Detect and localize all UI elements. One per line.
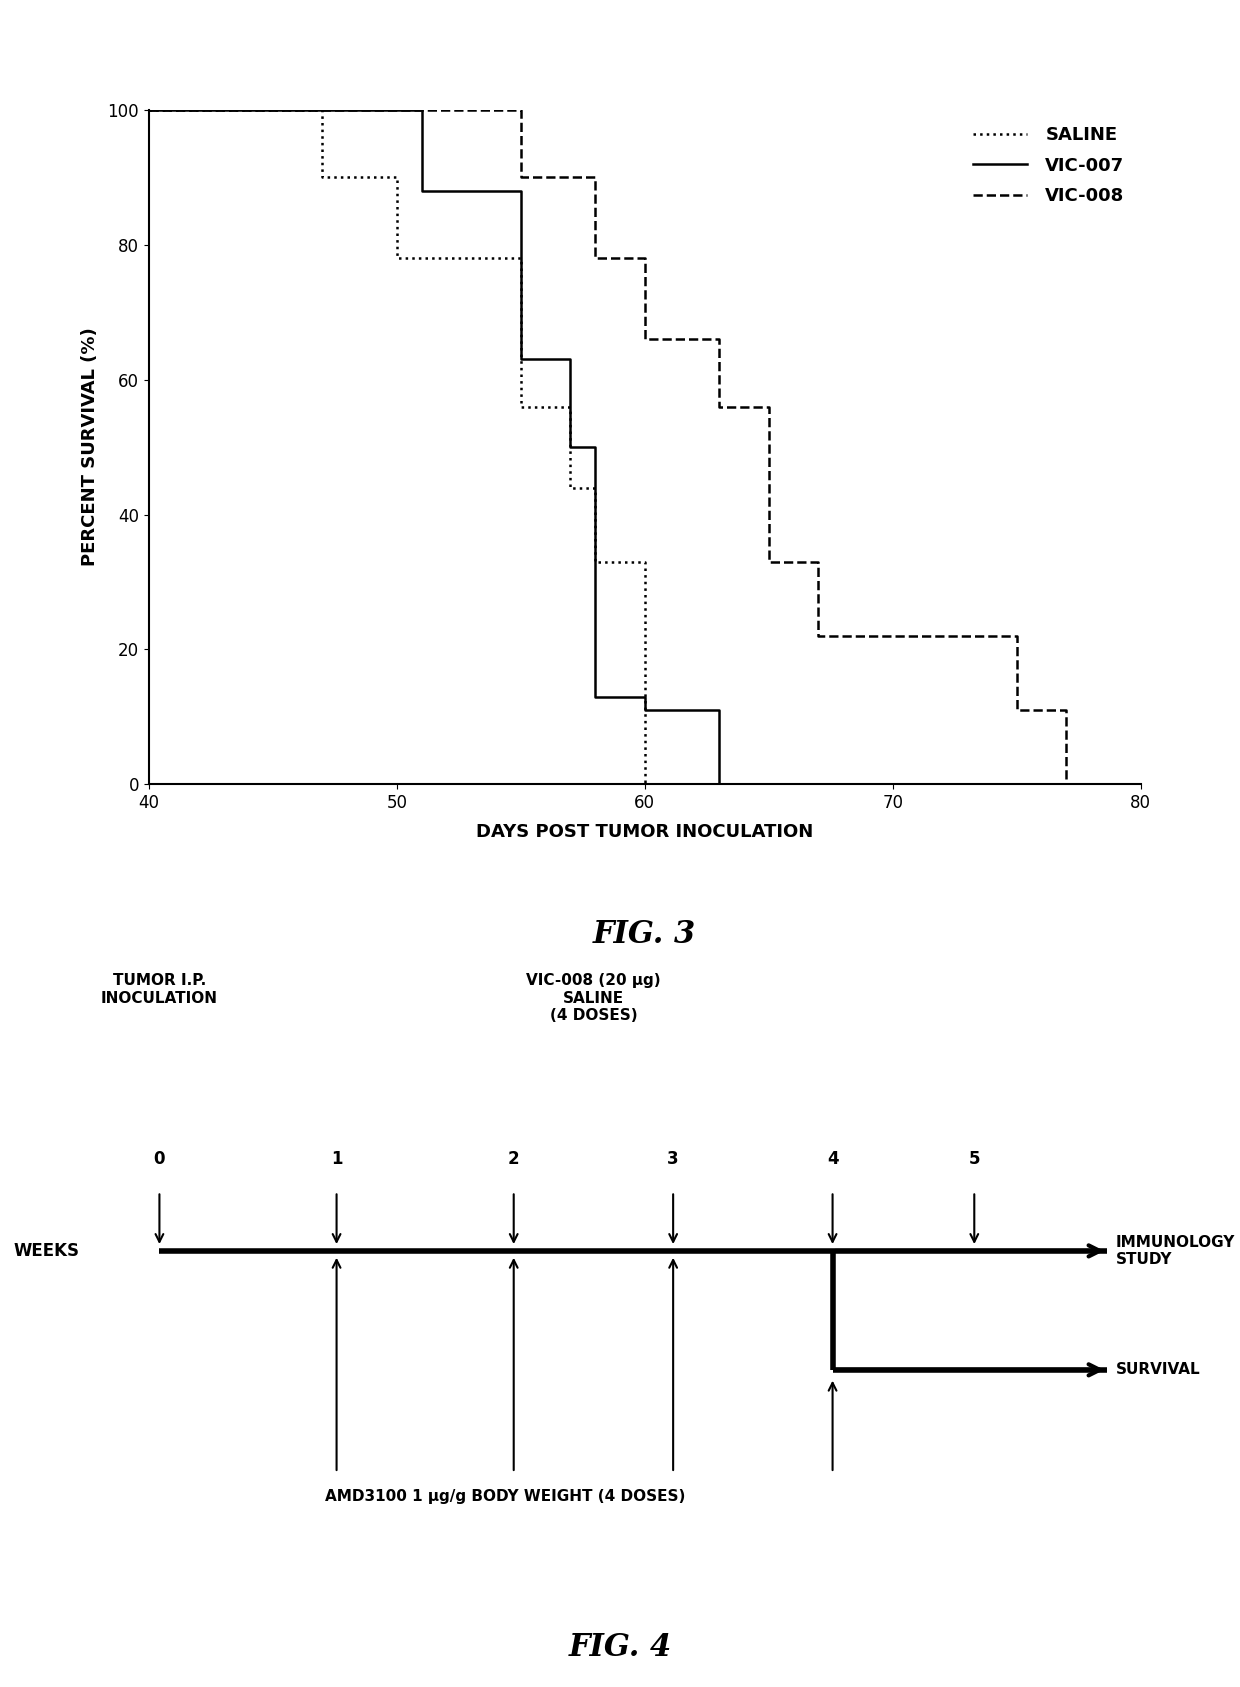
Text: AMD3100 1 μg/g BODY WEIGHT (4 DOSES): AMD3100 1 μg/g BODY WEIGHT (4 DOSES) — [325, 1490, 684, 1503]
Text: TUMOR I.P.
INOCULATION: TUMOR I.P. INOCULATION — [100, 973, 218, 1005]
Text: VIC-008 (20 μg)
SALINE
(4 DOSES): VIC-008 (20 μg) SALINE (4 DOSES) — [526, 973, 661, 1024]
Text: FIG. 3: FIG. 3 — [593, 919, 697, 950]
Text: 0: 0 — [154, 1149, 165, 1167]
Text: SURVIVAL: SURVIVAL — [1116, 1363, 1200, 1377]
Text: 1: 1 — [331, 1149, 342, 1167]
Text: 4: 4 — [827, 1149, 838, 1167]
Text: WEEKS: WEEKS — [14, 1242, 79, 1260]
Text: IMMUNOLOGY
STUDY: IMMUNOLOGY STUDY — [1116, 1235, 1235, 1267]
Legend: SALINE, VIC-007, VIC-008: SALINE, VIC-007, VIC-008 — [966, 118, 1132, 213]
Text: 3: 3 — [667, 1149, 680, 1167]
Y-axis label: PERCENT SURVIVAL (%): PERCENT SURVIVAL (%) — [81, 327, 99, 567]
Text: 2: 2 — [508, 1149, 520, 1167]
Text: 5: 5 — [968, 1149, 980, 1167]
X-axis label: DAYS POST TUMOR INOCULATION: DAYS POST TUMOR INOCULATION — [476, 823, 813, 842]
Text: FIG. 4: FIG. 4 — [568, 1633, 672, 1663]
